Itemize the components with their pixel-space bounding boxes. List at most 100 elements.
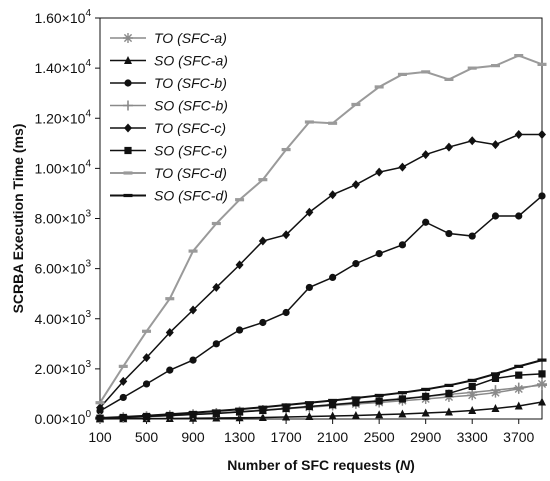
series-to-sfc-b (96, 192, 546, 415)
marker-diamond (398, 162, 407, 172)
x-tick-label: 3700 (503, 429, 534, 445)
marker-circle (398, 241, 407, 249)
marker-dash (351, 102, 361, 107)
marker-dash (188, 411, 198, 415)
series-line (99, 133, 542, 409)
marker-triangle (375, 410, 384, 419)
marker-triangle (398, 409, 407, 418)
marker-dash (235, 198, 245, 202)
marker-circle (352, 260, 360, 268)
marker-circle (538, 192, 546, 200)
marker-dash (165, 297, 175, 301)
marker-circle (329, 273, 337, 281)
legend-label: SO (SFC-b) (154, 98, 228, 114)
marker-circle (375, 249, 383, 258)
marker-dash (188, 249, 198, 253)
marker-square (305, 402, 313, 411)
marker-dash (444, 77, 454, 82)
marker-dash (258, 178, 268, 182)
marker-square (398, 395, 407, 403)
series-to-sfc-d (95, 53, 547, 405)
marker-dash (444, 383, 454, 388)
marker-triangle (421, 408, 430, 417)
x-tick-label: 2900 (410, 429, 441, 445)
legend-item: TO (SFC-a) (110, 30, 227, 46)
y-tick-label: 1.20×104 (34, 108, 91, 126)
series-so-sfc-d (95, 358, 547, 420)
marker-diamond (235, 260, 244, 270)
marker-asterisk (123, 33, 133, 43)
marker-circle (235, 326, 244, 334)
marker-triangle (258, 412, 267, 421)
marker-triangle (282, 412, 291, 421)
x-tick-label: 500 (135, 429, 159, 445)
marker-triangle (538, 397, 546, 406)
marker-plus (537, 380, 547, 391)
marker-triangle (328, 411, 337, 420)
marker-square (329, 401, 337, 409)
marker-dash (95, 401, 105, 405)
series-to-sfc-c (96, 130, 546, 413)
x-tick-label: 1700 (271, 429, 302, 445)
legend-label: TO (SFC-c) (154, 120, 226, 136)
marker-diamond (444, 142, 453, 152)
marker-diamond (124, 123, 132, 133)
legend-item: SO (SFC-a) (110, 53, 228, 69)
y-tick-label: 1.00×104 (34, 158, 91, 176)
marker-circle (212, 340, 220, 348)
marker-dash (467, 66, 477, 70)
marker-dash (211, 221, 221, 226)
marker-plus (123, 100, 133, 111)
marker-square (282, 404, 290, 413)
legend: TO (SFC-a) SO (SFC-a) TO (SFC-b) SO (SFC-b)… (110, 30, 228, 204)
marker-square (422, 392, 430, 401)
marker-dash (514, 364, 524, 368)
marker-dash (421, 387, 431, 392)
x-tick-label: 900 (181, 429, 205, 445)
x-tick-label: 3300 (457, 429, 488, 445)
marker-diamond (468, 136, 477, 146)
x-tick-label: 1300 (224, 429, 255, 445)
marker-dash (537, 62, 547, 66)
series-line (99, 195, 543, 412)
marker-square (212, 409, 220, 418)
legend-label: TO (SFC-b) (154, 75, 227, 91)
marker-dash (421, 70, 431, 74)
marker-dash (351, 396, 361, 400)
marker-circle (422, 218, 430, 226)
marker-dash (258, 405, 268, 409)
marker-diamond (538, 130, 546, 140)
marker-dash (374, 393, 384, 398)
marker-dash (514, 53, 524, 58)
marker-diamond (165, 328, 174, 338)
legend-item: SO (SFC-b) (110, 98, 228, 114)
marker-square (259, 406, 267, 415)
marker-diamond (142, 353, 151, 363)
marker-diamond (96, 403, 104, 413)
marker-dash (397, 72, 407, 76)
marker-square (515, 371, 523, 379)
axes: 0.00×100 2.00×103 4.00×103 6.00×103 8.00×103… (34, 8, 534, 445)
x-axis-title-group: Number of SFC requests (N) (227, 457, 415, 473)
marker-circle (282, 308, 290, 317)
marker-square (445, 389, 453, 398)
marker-dash (118, 364, 128, 368)
marker-plus (513, 382, 524, 393)
marker-diamond (305, 207, 314, 217)
marker-dash (328, 121, 338, 125)
marker-square (375, 397, 383, 405)
y-tick-label: 6.00×103 (34, 259, 91, 277)
legend-item: TO (SFC-d) (110, 165, 227, 181)
legend-item: TO (SFC-c) (110, 120, 226, 136)
marker-diamond (328, 190, 337, 200)
y-tick-label: 2.00×103 (34, 359, 91, 377)
marker-circle (305, 283, 313, 292)
marker-square (124, 146, 132, 155)
marker-diamond (491, 140, 500, 150)
marker-dash (537, 358, 547, 362)
marker-circle (166, 366, 174, 374)
marker-triangle (491, 403, 500, 412)
marker-diamond (421, 150, 430, 160)
marker-dash (235, 407, 245, 411)
marker-square (352, 399, 360, 407)
